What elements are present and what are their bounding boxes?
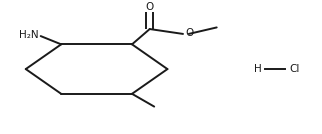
Text: H₂N: H₂N	[19, 30, 39, 40]
Text: O: O	[146, 1, 154, 12]
Text: Cl: Cl	[289, 64, 300, 74]
Text: O: O	[185, 28, 194, 38]
Text: H: H	[254, 64, 261, 74]
